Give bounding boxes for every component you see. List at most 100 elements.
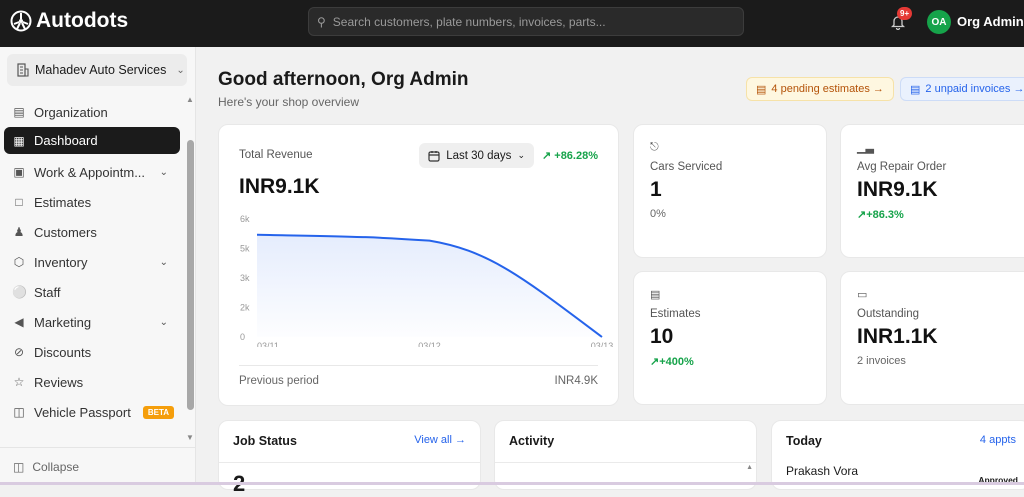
users-icon: ♟	[13, 225, 25, 239]
stat-label: Estimates	[650, 308, 701, 320]
sidebar-item-work-appointm[interactable]: ▣ Work & Appointm... ⌄	[4, 157, 180, 187]
divider	[495, 462, 756, 463]
building-icon	[17, 63, 29, 77]
job-status-card: Job Status View all → 2	[218, 420, 481, 496]
wheel-logo-icon	[10, 10, 32, 32]
chevron-down-icon: ⌄	[176, 64, 185, 76]
view-all-link[interactable]: View all →	[414, 434, 466, 446]
document-icon: ▤	[756, 83, 767, 96]
previous-period-value: INR4.9K	[554, 375, 598, 387]
document-icon: □	[15, 195, 23, 209]
revenue-controls: Last 30 days ⌄ ↗ +86.28%	[419, 143, 598, 168]
calendar-icon	[428, 150, 440, 162]
y-tick-label: 6k	[240, 214, 250, 224]
bar-chart-icon: ▁▃	[857, 142, 874, 154]
sidebar-item-staff[interactable]: ⚪ Staff	[4, 277, 180, 307]
sidebar-item-discounts[interactable]: ⊘ Discounts	[4, 337, 180, 367]
revenue-card: Total Revenue Last 30 days ⌄ ↗ +86.28% I…	[218, 124, 619, 406]
user-name[interactable]: Org Admin	[957, 14, 1024, 29]
stat-card-estimates: ▤ Estimates 10 ↗+400%	[633, 271, 827, 405]
sidebar-item-customers[interactable]: ♟ Customers	[4, 217, 180, 247]
revenue-line	[256, 233, 603, 338]
box-icon: ⬡	[13, 255, 25, 269]
stat-card-cars-serviced: ⎋ Cars Serviced 1 0%	[633, 124, 827, 258]
logo[interactable]: Autodots	[10, 9, 128, 33]
stat-card-avg-repair-order: ▁▃ Avg Repair Order INR9.1K ↗+86.3%	[840, 124, 1024, 258]
chevron-down-icon: ⌄	[159, 256, 168, 268]
sidebar-item-label: Reviews	[34, 374, 84, 390]
sidebar-item-reviews[interactable]: ☆ Reviews	[4, 367, 180, 397]
sidebar-item-marketing[interactable]: ◀ Marketing ⌄	[4, 307, 180, 337]
top-bar: Autodots ⚲ 9+ OA Org Admin	[0, 0, 1024, 47]
previous-period-label: Previous period	[239, 375, 319, 387]
star-icon: ☆	[13, 375, 25, 389]
sidebar-item-label: Staff	[34, 284, 61, 300]
car-icon: ⎋	[650, 141, 659, 153]
sidebar: Mahadev Auto Services ⌄ ▤ Organization ▦ Da…	[0, 47, 196, 485]
pending-estimates-button[interactable]: ▤ 4 pending estimates →	[746, 77, 894, 101]
stat-value: 10	[650, 325, 674, 348]
scroll-up-arrow[interactable]: ▲	[186, 95, 194, 104]
sidebar-item-label: Marketing	[34, 314, 92, 330]
appointment-status: Approved	[978, 475, 1018, 485]
sidebar-item-vehicle-passport[interactable]: ◫ Vehicle Passport BETA	[4, 397, 180, 427]
chevron-down-icon: ⌄	[159, 166, 168, 178]
staff-icon: ⚪	[12, 285, 27, 299]
sidebar-item-label: Customers	[34, 224, 97, 240]
page-title: Good afternoon, Org Admin	[218, 69, 469, 90]
sidebar-item-dashboard[interactable]: ▦ Dashboard	[4, 127, 180, 154]
stat-label: Cars Serviced	[650, 161, 723, 173]
stat-extra: ↗+86.3%	[857, 208, 904, 221]
sidebar-item-label: Organization	[34, 104, 108, 120]
x-tick-label: 03/11	[257, 341, 279, 347]
sidebar-item-estimates[interactable]: □ Estimates	[4, 187, 180, 217]
collapse-icon: ◫	[13, 459, 25, 474]
search-icon: ⚲	[317, 14, 326, 29]
discount-icon: ⊘	[13, 345, 25, 359]
sidebar-item-label: Vehicle Passport	[34, 404, 131, 420]
sidebar-item-label: Dashboard	[34, 133, 98, 148]
date-range-select[interactable]: Last 30 days ⌄	[419, 143, 534, 168]
pending-estimates-label: 4 pending estimates →	[771, 83, 884, 95]
trend-up-icon: ↗	[650, 356, 660, 368]
today-title: Today	[786, 434, 822, 448]
x-tick-label: 03/13	[591, 341, 614, 347]
building-icon: ▤	[13, 105, 25, 119]
main-content: Good afternoon, Org Admin Here's your sh…	[196, 47, 1024, 496]
stat-extra-value: 0%	[650, 208, 666, 220]
search-input[interactable]	[332, 14, 733, 29]
stat-extra: ↗+400%	[650, 355, 694, 368]
invoice-icon: ▤	[910, 83, 921, 96]
unpaid-invoices-button[interactable]: ▤ 2 unpaid invoices →	[900, 77, 1024, 101]
stat-value: INR1.1K	[857, 325, 938, 348]
org-switcher[interactable]: Mahadev Auto Services ⌄	[7, 54, 187, 86]
stat-value: INR9.1K	[857, 178, 938, 201]
appointment-name[interactable]: Prakash Vora	[786, 464, 859, 478]
scroll-down-arrow[interactable]: ▼	[186, 433, 194, 442]
sidebar-scrollbar[interactable]	[187, 140, 194, 410]
appointments-link[interactable]: 4 appts	[979, 434, 1016, 446]
sidebar-nav: ▤ Organization ▦ Dashboard ▣ Work & Appointm.…	[4, 97, 180, 427]
search-bar[interactable]: ⚲	[308, 7, 744, 36]
job-status-title: Job Status	[233, 434, 297, 448]
stat-label: Outstanding	[857, 308, 920, 320]
activity-card: Activity ▲	[494, 420, 757, 490]
sidebar-item-inventory[interactable]: ⬡ Inventory ⌄	[4, 247, 180, 277]
stat-extra: 2 invoices	[857, 355, 906, 367]
activity-scroll-up[interactable]: ▲	[746, 464, 753, 471]
sidebar-item-label: Work & Appointm...	[34, 164, 146, 180]
document-icon: ▤	[650, 289, 661, 301]
notification-badge: 9+	[897, 7, 913, 20]
megaphone-icon: ◀	[14, 315, 24, 329]
divider	[219, 462, 480, 463]
collapse-label: Collapse	[32, 459, 80, 474]
sidebar-item-organization[interactable]: ▤ Organization	[4, 97, 180, 127]
collapse-button[interactable]: ◫ Collapse	[0, 447, 196, 485]
page-subtitle: Here's your shop overview	[218, 95, 360, 109]
revenue-value: INR9.1K	[239, 175, 320, 198]
revenue-change-value: +86.28%	[554, 150, 598, 162]
app-name: Autodots	[36, 9, 129, 32]
avatar[interactable]: OA	[927, 10, 951, 34]
trend-up-icon: ↗	[857, 209, 867, 221]
revenue-title: Total Revenue	[239, 149, 313, 161]
